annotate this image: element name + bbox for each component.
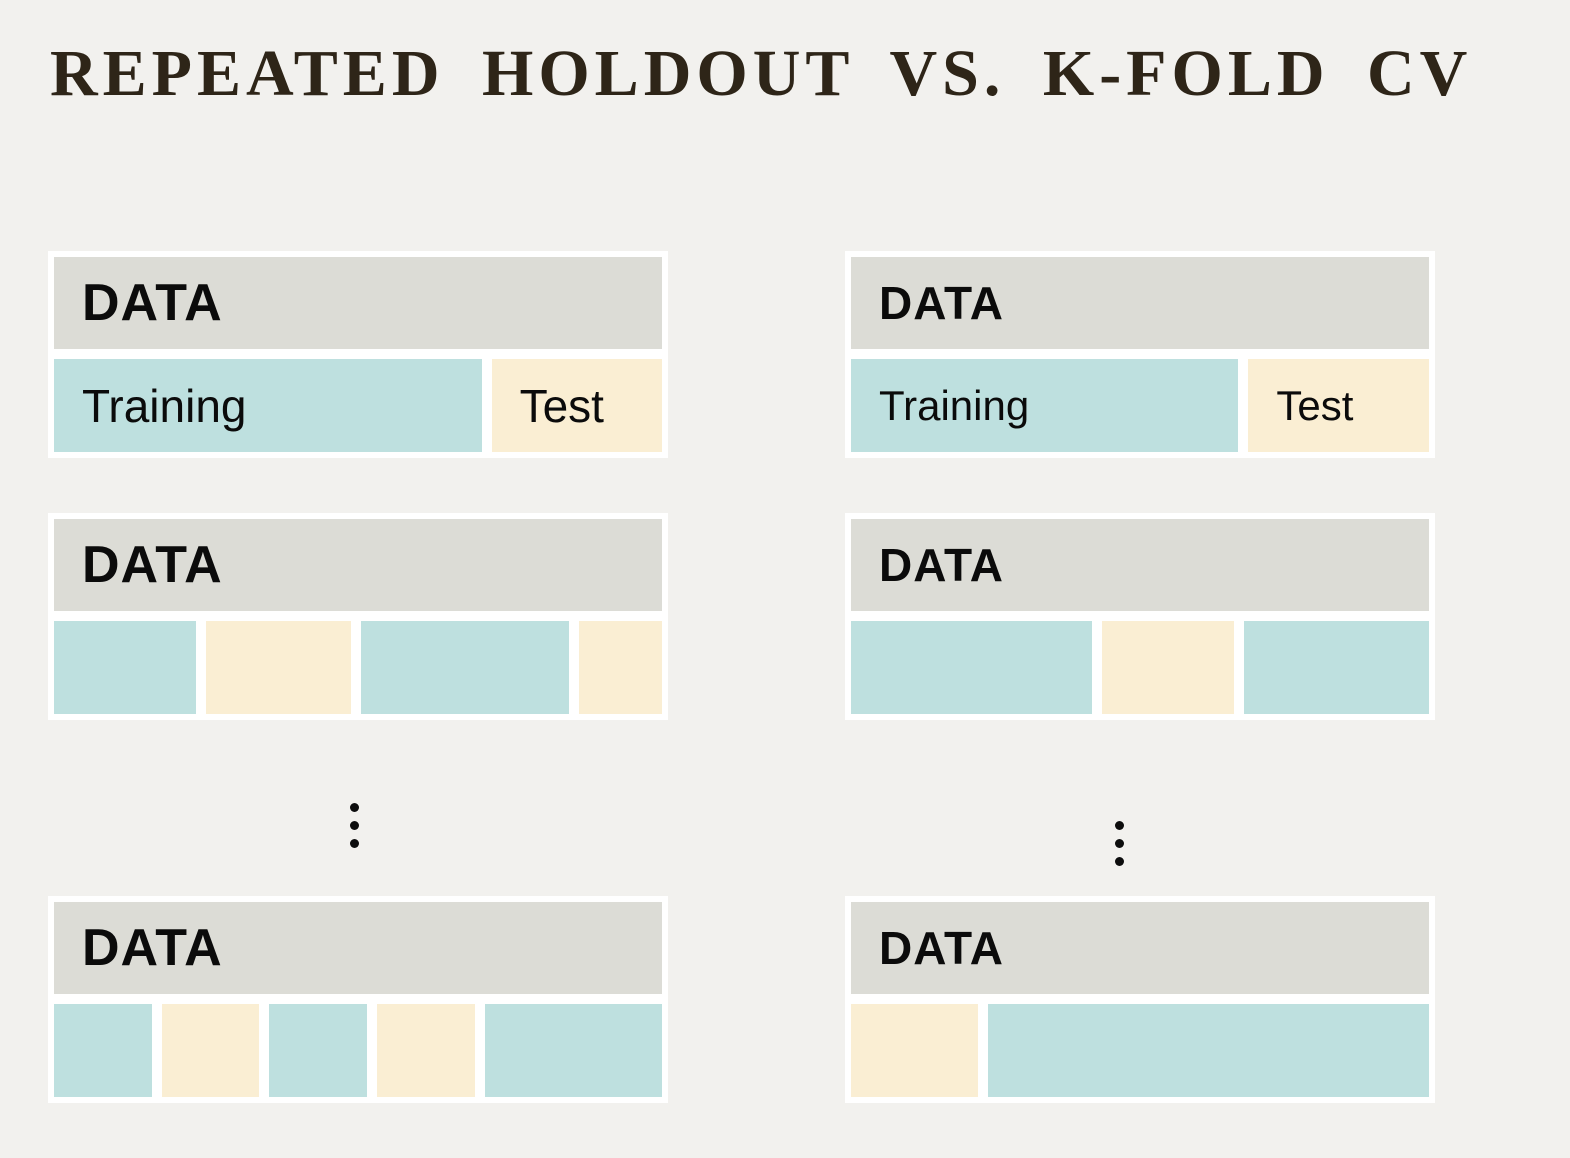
data-header: DATA [851,257,1429,349]
training-segment [269,1004,368,1097]
test-segment: Test [1248,359,1429,452]
holdout-split-card-2: DATA [48,513,668,720]
test-segment: Test [491,359,662,452]
vertical-ellipsis-icon [350,803,359,848]
data-header-label: DATA [82,919,223,977]
data-header: DATA [851,519,1429,611]
kfold-split-card-3: DATA [845,896,1435,1103]
split-bar [54,1004,663,1097]
data-header: DATA [851,902,1429,994]
holdout-split-card-3: DATA [48,896,668,1103]
data-header-label: DATA [879,277,1004,329]
page-title: REPEATED HOLDOUT VS. K-FOLD CV [50,37,1473,110]
training-segment [54,1004,152,1097]
training-segment: Training [851,359,1239,452]
data-header-label: DATA [82,274,223,332]
test-segment [1101,621,1235,714]
kfold-split-card-1: DATA Training Test [845,251,1435,458]
training-segment [485,1004,663,1097]
training-segment [360,621,569,714]
holdout-split-card-1: DATA Training Test [48,251,668,458]
data-header: DATA [54,902,662,994]
data-header-label: DATA [82,536,223,594]
split-bar: Training Test [54,359,662,452]
training-segment: Training [54,359,482,452]
test-segment [851,1004,978,1097]
training-label: Training [879,381,1030,429]
test-segment [377,1004,476,1097]
data-header-label: DATA [879,922,1004,974]
training-segment [54,621,197,714]
test-label: Test [1276,381,1354,429]
data-header: DATA [54,519,662,611]
training-segment [1244,621,1429,714]
training-segment [851,621,1092,714]
test-segment [161,1004,260,1097]
split-bar [851,1004,1429,1097]
test-segment [206,621,351,714]
training-segment [987,1004,1429,1097]
training-label: Training [82,379,247,432]
test-label: Test [519,379,604,432]
data-header-label: DATA [879,539,1004,591]
test-segment [578,621,662,714]
vertical-ellipsis-icon [1115,821,1124,866]
kfold-split-card-2: DATA [845,513,1435,720]
split-bar [54,621,662,714]
split-bar [851,621,1429,714]
data-header: DATA [54,257,662,349]
split-bar: Training Test [851,359,1429,452]
